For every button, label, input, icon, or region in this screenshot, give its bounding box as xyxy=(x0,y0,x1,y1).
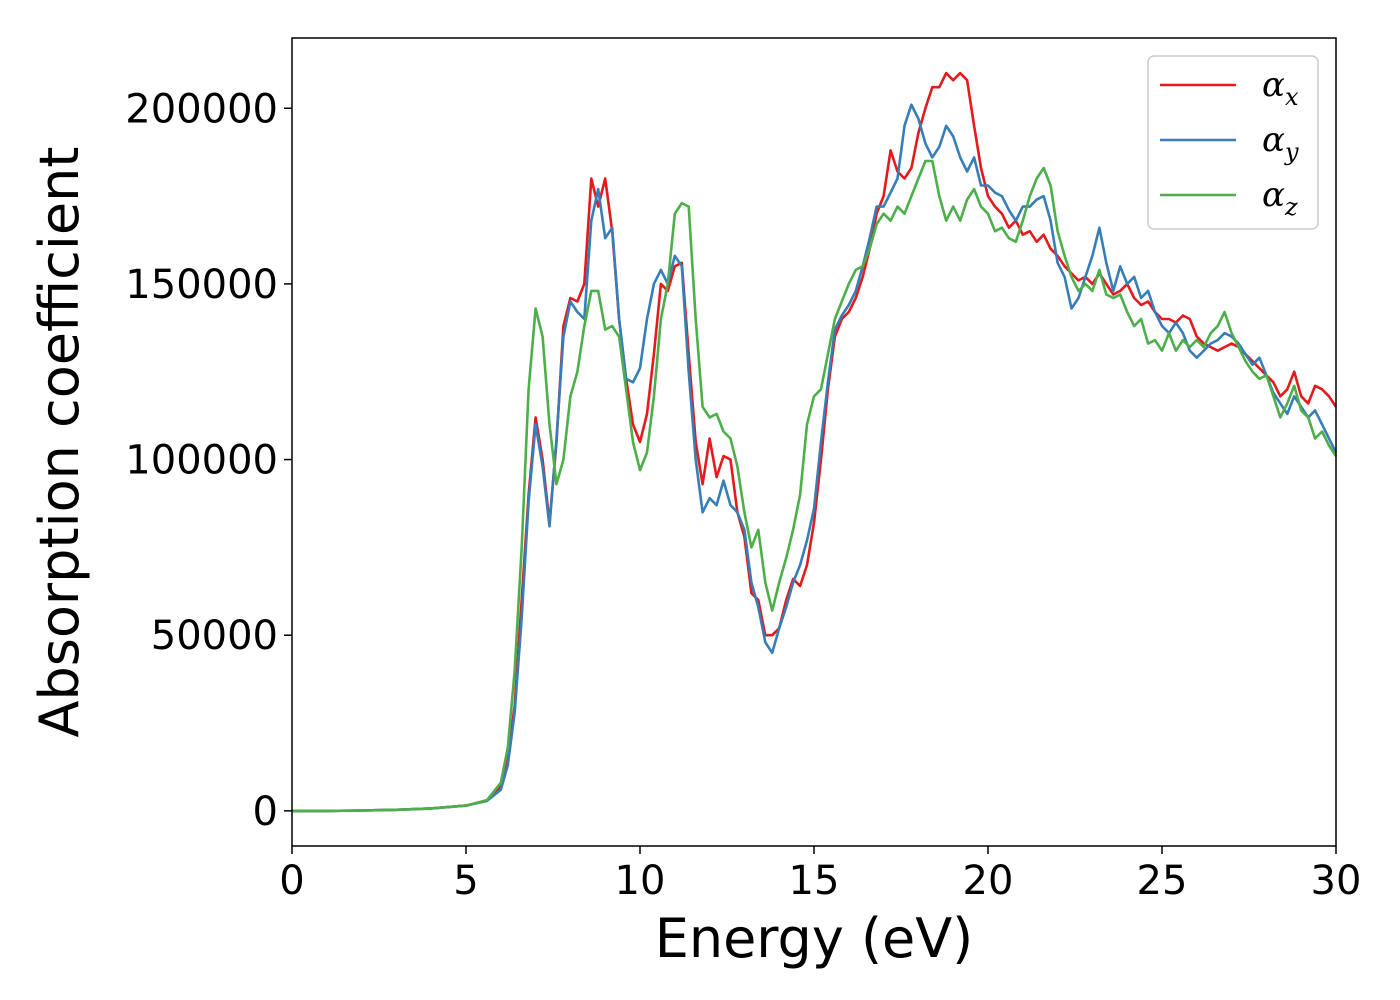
y-tick-label: 50000 xyxy=(151,613,278,659)
x-tick-label: 25 xyxy=(1137,858,1188,904)
x-tick-label: 20 xyxy=(963,858,1014,904)
x-tick-label: 0 xyxy=(279,858,304,904)
legend-label-x: αx xyxy=(1262,65,1299,111)
y-tick-label: 0 xyxy=(253,789,278,835)
y-tick-label: 200000 xyxy=(125,86,278,132)
legend: αx αy αz xyxy=(1147,55,1319,230)
y-tick-label: 100000 xyxy=(125,438,278,484)
x-tick-label: 15 xyxy=(789,858,840,904)
x-tick-label: 10 xyxy=(615,858,666,904)
legend-label-z: αz xyxy=(1262,175,1298,221)
y-ticks: 0 50000 100000 150000 200000 xyxy=(125,86,292,835)
x-ticks: 0 5 10 15 20 25 30 xyxy=(279,846,1361,904)
legend-frame xyxy=(1147,55,1319,230)
series-line-z xyxy=(292,159,1338,813)
legend-entries: αx αy αz xyxy=(1160,65,1299,221)
legend-label-y: αy xyxy=(1262,120,1299,166)
y-axis-label: Absorption coefficient xyxy=(28,147,91,738)
y-tick-label: 150000 xyxy=(125,262,278,308)
series-layer xyxy=(292,71,1338,813)
x-tick-label: 30 xyxy=(1311,858,1362,904)
x-tick-label: 5 xyxy=(453,858,478,904)
x-axis-label: Energy (eV) xyxy=(655,907,974,970)
